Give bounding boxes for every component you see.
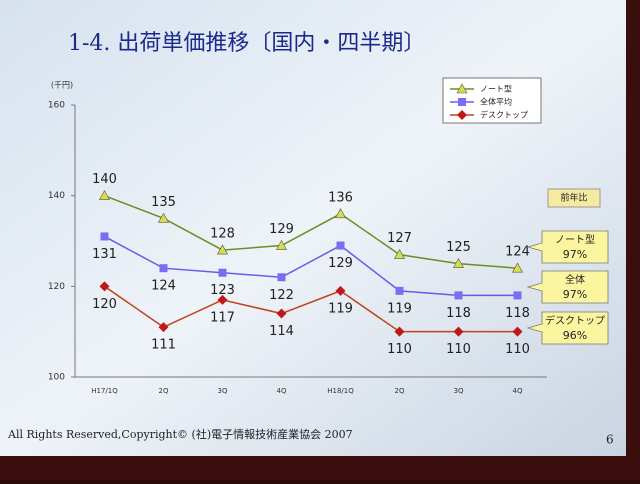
y-tick-label: 160 [48,101,65,111]
data-label: 117 [210,310,235,325]
callout-name: ノート型 [555,233,595,246]
callout-box [526,270,609,304]
marker [458,98,466,106]
marker [395,286,404,295]
y-tick-label: 120 [48,282,65,292]
callout-name: 全体 [565,273,585,286]
series-line [104,235,518,297]
data-label: 131 [92,247,117,262]
data-label: 110 [505,342,530,357]
marker [277,273,286,282]
callout-box [526,230,609,264]
marker [100,232,109,241]
series-line [104,285,518,333]
data-label: 110 [446,342,471,357]
page-number: 6 [606,433,614,447]
marker [275,239,288,250]
y-tick-label: 100 [48,373,65,383]
marker [334,208,347,219]
data-label: 110 [387,342,412,357]
callout-value: 97% [563,288,587,301]
marker [336,241,345,250]
data-label: 124 [151,279,176,294]
series-line [104,194,518,269]
data-label: 122 [269,288,294,303]
marker [335,285,346,296]
marker [453,326,464,337]
marker [513,291,522,300]
x-tick-label: 4Q [277,387,287,395]
data-label: 118 [446,306,471,321]
x-tick-label: H17/1Q [91,387,118,395]
data-label: 123 [210,283,235,298]
x-tick-label: H18/1Q [327,387,354,395]
marker [157,212,170,223]
marker [217,294,228,305]
marker [276,308,287,319]
marker [456,83,468,94]
data-label: 124 [505,245,530,260]
callout-value: 97% [563,248,587,261]
x-tick-label: 2Q [159,387,169,395]
data-label: 118 [505,306,530,321]
marker [159,264,168,273]
x-tick-label: 3Q [218,387,228,395]
marker [158,322,169,333]
data-label: 127 [387,231,412,246]
legend-label: 全体平均 [480,97,512,107]
marker [216,244,229,255]
legend-label: デスクトップ [480,110,528,120]
marker [512,326,523,337]
data-label: 129 [328,256,353,271]
y-unit: (千円) [51,80,73,90]
callout-name: デスクトップ [545,314,605,327]
marker [457,110,467,120]
marker [454,291,463,300]
data-label: 136 [328,190,353,205]
marker [452,258,465,268]
data-label: 129 [269,222,294,237]
data-label: 111 [151,338,176,353]
x-tick-label: 2Q [395,387,405,395]
data-label: 140 [92,172,117,187]
data-label: 120 [92,297,117,312]
callout-box [526,311,609,345]
marker [218,268,227,277]
x-tick-label: 3Q [454,387,464,395]
legend-label: ノート型 [480,85,512,94]
marker [393,248,406,259]
data-label: 119 [387,301,412,316]
yoy-box [547,188,601,208]
callout-value: 96% [563,329,587,342]
data-label: 119 [328,301,353,316]
yoy-header: 前年比 [560,192,587,204]
marker [511,262,524,273]
title: 1-4. 出荷単価推移〔国内・四半期〕 [68,31,425,56]
marker [394,326,405,337]
data-label: 114 [269,324,294,339]
footer: All Rights Reserved,Copyright© (社)電子情報技術… [7,427,353,441]
x-tick-label: 4Q [513,387,523,395]
data-label: 128 [210,227,235,242]
marker [99,281,110,292]
data-label: 135 [151,195,176,210]
data-label: 125 [446,240,471,255]
y-tick-label: 140 [48,191,65,201]
marker [98,190,111,200]
